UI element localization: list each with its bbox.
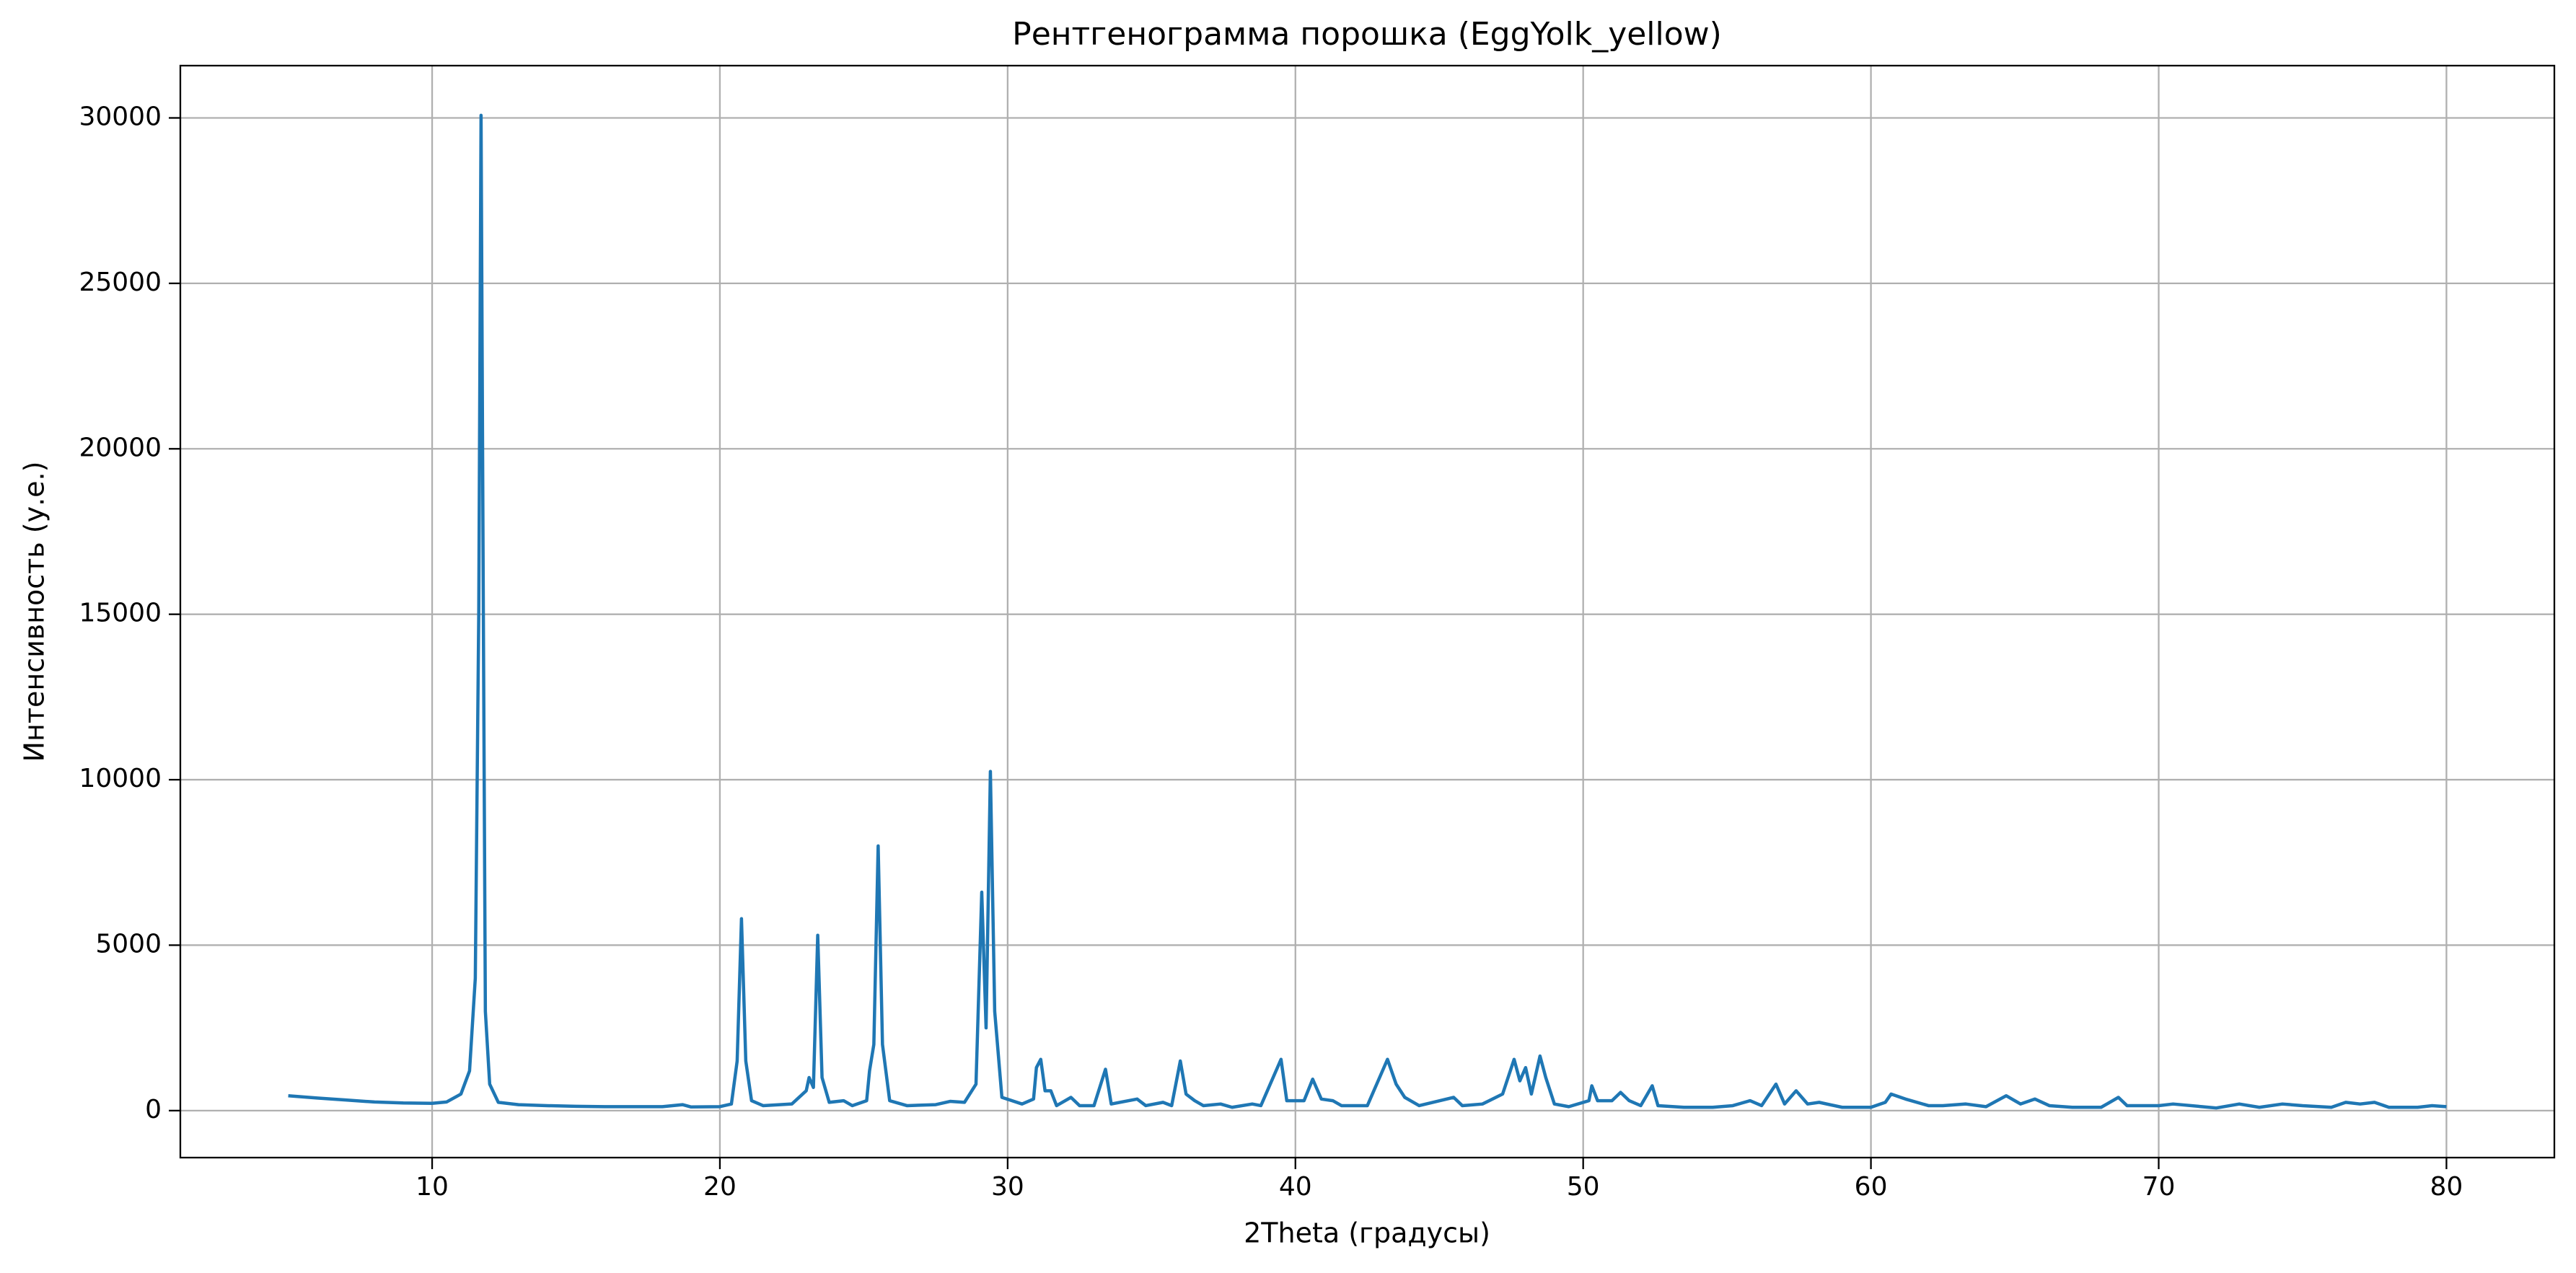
x-tick-label: 10 — [416, 1172, 449, 1202]
y-tick-label: 0 — [145, 1095, 162, 1124]
y-tick-label: 10000 — [79, 764, 162, 793]
x-tick-label: 50 — [1567, 1172, 1600, 1202]
y-axis-label: Интенсивность (у.е.) — [19, 462, 50, 762]
x-tick-label: 40 — [1279, 1172, 1312, 1202]
y-tick-label: 30000 — [79, 102, 162, 131]
x-tick-label: 70 — [2142, 1172, 2176, 1202]
y-tick-label: 15000 — [79, 599, 162, 628]
y-tick-label: 5000 — [95, 929, 162, 959]
y-tick-label: 20000 — [79, 433, 162, 462]
plot-frame — [179, 64, 2556, 1159]
x-axis-label: 2Theta (градусы) — [1244, 1217, 1490, 1249]
x-tick-label: 20 — [703, 1172, 737, 1202]
x-tick-label: 60 — [1855, 1172, 1888, 1202]
x-tick-label: 80 — [2430, 1172, 2463, 1202]
y-tick-label: 25000 — [79, 268, 162, 297]
chart-title: Рентгенограмма порошка (EggYolk_yellow) — [1012, 16, 1722, 53]
x-tick-label: 30 — [991, 1172, 1024, 1202]
data-line — [288, 113, 2447, 1110]
